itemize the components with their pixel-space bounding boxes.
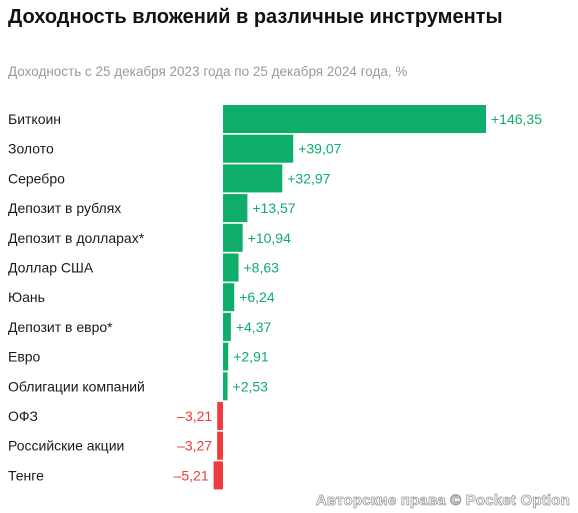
bar [223, 105, 486, 133]
value-label: +146,35 [491, 111, 542, 127]
bar [213, 461, 223, 490]
value-label: +32,97 [287, 170, 330, 186]
value-label: +6,24 [239, 289, 275, 305]
value-label: –5,21 [174, 467, 209, 483]
category-label: Золото [8, 141, 54, 157]
category-label: Серебро [8, 170, 65, 186]
category-label: Тенге [8, 467, 44, 483]
chart-title: Доходность вложений в различные инструме… [8, 6, 503, 28]
value-label: +13,57 [252, 200, 295, 216]
bar [217, 402, 223, 430]
bar [223, 194, 248, 223]
bar [217, 431, 223, 460]
bar [223, 223, 243, 252]
value-label: +10,94 [248, 230, 291, 246]
chart-subtitle: Доходность с 25 декабря 2023 года по 25 … [8, 64, 408, 79]
category-label: ОФЗ [8, 408, 38, 424]
bar [223, 342, 229, 371]
category-label: Депозит в долларах* [8, 230, 145, 246]
bar [223, 253, 239, 282]
category-label: Доллар США [8, 260, 94, 276]
value-label: –3,21 [177, 408, 212, 424]
category-label: Депозит в евро* [8, 319, 113, 335]
bar [223, 134, 294, 163]
value-label: +8,63 [244, 260, 280, 276]
bar [223, 372, 228, 401]
bar [223, 312, 231, 341]
category-label: Депозит в рублях [8, 200, 121, 216]
value-label: +39,07 [298, 141, 341, 157]
category-label: Биткоин [8, 111, 61, 127]
copyright-watermark: Авторские права © Pocket Option [315, 492, 570, 510]
bar [223, 164, 283, 193]
value-label: –3,27 [177, 438, 212, 454]
category-label: Российские акции [8, 438, 124, 454]
category-label: Евро [8, 349, 41, 365]
value-label: +2,91 [233, 349, 269, 365]
category-label: Юань [8, 289, 45, 305]
category-label: Облигации компаний [8, 378, 145, 394]
bar [223, 283, 235, 312]
value-label: +4,37 [236, 319, 272, 335]
value-label: +2,53 [233, 378, 269, 394]
